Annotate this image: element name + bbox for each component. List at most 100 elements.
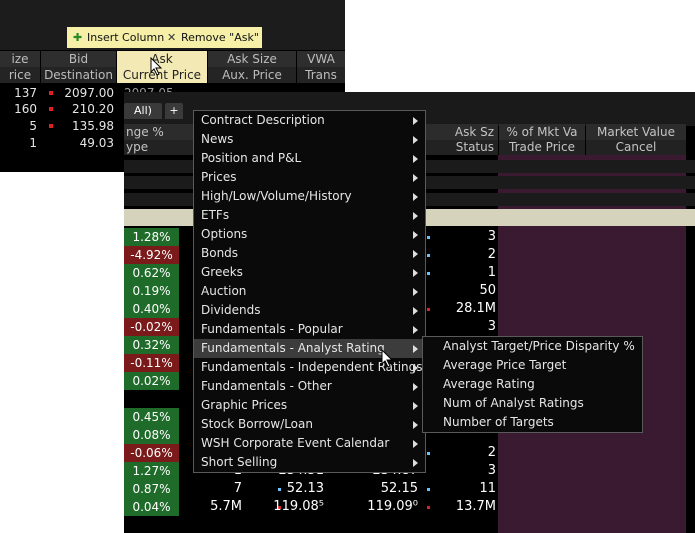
change-cell: 0.32% bbox=[124, 336, 179, 354]
menu-item-greeks[interactable]: Greeks bbox=[194, 263, 425, 282]
analyst-rating-submenu: Analyst Target/Price Disparity % Average… bbox=[422, 336, 643, 433]
chevron-right-icon bbox=[413, 117, 418, 125]
chevron-right-icon bbox=[413, 269, 418, 277]
header-ask[interactable]: Ask bbox=[117, 51, 207, 67]
column-tooltip: ✚ Insert Column ✕ Remove "Ask" bbox=[67, 27, 262, 48]
menu-item-dividends[interactable]: Dividends bbox=[194, 301, 425, 320]
header-destination[interactable]: Destination bbox=[41, 67, 116, 83]
table-row[interactable]: 7 52.13 52.15 bbox=[233, 481, 418, 496]
table-row[interactable]: 1 49.03 bbox=[29, 136, 114, 150]
header-ask-size[interactable]: Ask Size bbox=[208, 51, 296, 67]
change-cell: 0.40% bbox=[124, 300, 179, 318]
insert-column-button[interactable]: Insert Column bbox=[87, 31, 165, 44]
table-row[interactable]: 5.7M 119.08⁵ 119.09⁰ bbox=[210, 499, 418, 514]
header-pct-mkt-value[interactable]: % of Mkt Va bbox=[499, 124, 585, 140]
menu-item-fundamentals-analyst-rating[interactable]: Fundamentals - Analyst Rating bbox=[194, 339, 425, 358]
submenu-item-number-of-targets[interactable]: Number of Targets bbox=[443, 415, 554, 429]
tick-indicator bbox=[427, 272, 430, 275]
tick-indicator bbox=[427, 488, 430, 491]
ask-size-cell: 1 bbox=[487, 265, 496, 280]
menu-item-auction[interactable]: Auction bbox=[194, 282, 425, 301]
header-price[interactable]: rice bbox=[0, 67, 40, 83]
chevron-right-icon bbox=[413, 288, 418, 296]
ask-size-cell: 3 bbox=[487, 319, 496, 334]
header-status[interactable]: Status bbox=[426, 140, 498, 155]
header-cancel[interactable]: Cancel bbox=[586, 140, 686, 155]
change-cell: 1.27% bbox=[124, 462, 179, 480]
chevron-right-icon bbox=[413, 136, 418, 144]
change-cell: 0.45% bbox=[124, 408, 179, 426]
tick-indicator bbox=[427, 308, 430, 311]
ask-size-cell: 2 bbox=[487, 247, 496, 262]
header-market-value[interactable]: Market Value bbox=[586, 124, 686, 140]
chevron-right-icon bbox=[413, 231, 418, 239]
chevron-right-icon bbox=[413, 383, 418, 391]
header-trans[interactable]: Trans bbox=[297, 67, 345, 83]
menu-item-options[interactable]: Options bbox=[194, 225, 425, 244]
menu-item-bonds[interactable]: Bonds bbox=[194, 244, 425, 263]
tick-indicator bbox=[427, 506, 430, 509]
chevron-right-icon bbox=[413, 307, 418, 315]
ask-size-cell: 2 bbox=[487, 445, 496, 460]
change-cell: 1.28% bbox=[124, 228, 179, 246]
change-cell: -0.02% bbox=[124, 318, 179, 336]
mouse-cursor-icon bbox=[150, 57, 163, 76]
tick-indicator bbox=[427, 236, 430, 239]
menu-item-fundamentals-popular[interactable]: Fundamentals - Popular bbox=[194, 320, 425, 339]
header-ask-size[interactable]: Ask Sz bbox=[426, 124, 498, 140]
header-bid[interactable]: Bid bbox=[41, 51, 116, 67]
chevron-right-icon bbox=[413, 440, 418, 448]
chevron-right-icon bbox=[413, 326, 418, 334]
header-trade-price[interactable]: Trade Price bbox=[499, 140, 585, 155]
menu-item-stock-borrow-loan[interactable]: Stock Borrow/Loan bbox=[194, 415, 425, 434]
change-cell: -0.11% bbox=[124, 354, 179, 372]
change-cell: 0.62% bbox=[124, 264, 179, 282]
tick-indicator bbox=[427, 254, 430, 257]
header-change-pct[interactable]: nge % bbox=[124, 124, 196, 140]
chevron-right-icon bbox=[413, 250, 418, 258]
chevron-right-icon bbox=[413, 345, 418, 353]
menu-item-news[interactable]: News bbox=[194, 130, 425, 149]
chevron-right-icon bbox=[413, 364, 418, 372]
add-tab-button[interactable]: + bbox=[165, 103, 183, 119]
submenu-item-num-analyst-ratings[interactable]: Num of Analyst Ratings bbox=[443, 396, 584, 410]
chevron-right-icon bbox=[413, 212, 418, 220]
submenu-item-average-price-target[interactable]: Average Price Target bbox=[443, 358, 567, 372]
ask-size-cell: 13.7M bbox=[455, 499, 496, 514]
header-aux-price[interactable]: Aux. Price bbox=[208, 67, 296, 83]
menu-item-high-low-volume[interactable]: High/Low/Volume/History bbox=[194, 187, 425, 206]
header-vwap[interactable]: VWA bbox=[297, 51, 345, 67]
header-current-price[interactable]: Current Price bbox=[117, 67, 207, 83]
change-cell: 0.87% bbox=[124, 480, 179, 498]
remove-column-button[interactable]: Remove "Ask" bbox=[181, 31, 259, 44]
menu-item-contract-description[interactable]: Contract Description bbox=[194, 111, 425, 130]
close-icon: ✕ bbox=[167, 31, 177, 44]
menu-item-fundamentals-other[interactable]: Fundamentals - Other bbox=[194, 377, 425, 396]
ask-size-cell: 50 bbox=[479, 283, 496, 298]
menu-item-graphic-prices[interactable]: Graphic Prices bbox=[194, 396, 425, 415]
menu-item-etfs[interactable]: ETFs bbox=[194, 206, 425, 225]
header-size[interactable]: ize bbox=[0, 51, 40, 67]
chevron-right-icon bbox=[413, 174, 418, 182]
chevron-right-icon bbox=[413, 459, 418, 467]
tab-all[interactable]: All) bbox=[124, 103, 162, 119]
header-type[interactable]: ype bbox=[124, 140, 196, 155]
chevron-right-icon bbox=[413, 193, 418, 201]
chevron-right-icon bbox=[413, 421, 418, 429]
ask-size-cell: 3 bbox=[487, 229, 496, 244]
menu-item-wsh-calendar[interactable]: WSH Corporate Event Calendar bbox=[194, 434, 425, 453]
menu-item-position-pnl[interactable]: Position and P&L bbox=[194, 149, 425, 168]
context-menu: Contract Description News Position and P… bbox=[193, 110, 426, 473]
submenu-item-target-disparity[interactable]: Analyst Target/Price Disparity % bbox=[443, 339, 635, 353]
tick-indicator bbox=[427, 452, 430, 455]
mouse-cursor-icon bbox=[381, 349, 394, 368]
chevron-right-icon bbox=[413, 155, 418, 163]
submenu-item-average-rating[interactable]: Average Rating bbox=[443, 377, 535, 391]
table-row[interactable]: 5 135.98 bbox=[29, 119, 114, 133]
ask-size-cell: 3 bbox=[487, 463, 496, 478]
table-row[interactable]: 160 210.20 bbox=[14, 102, 114, 116]
change-cell: 0.04% bbox=[124, 498, 179, 516]
menu-item-short-selling[interactable]: Short Selling bbox=[194, 453, 425, 472]
menu-item-fundamentals-independent[interactable]: Fundamentals - Independent Ratings bbox=[201, 360, 423, 374]
menu-item-prices[interactable]: Prices bbox=[194, 168, 425, 187]
